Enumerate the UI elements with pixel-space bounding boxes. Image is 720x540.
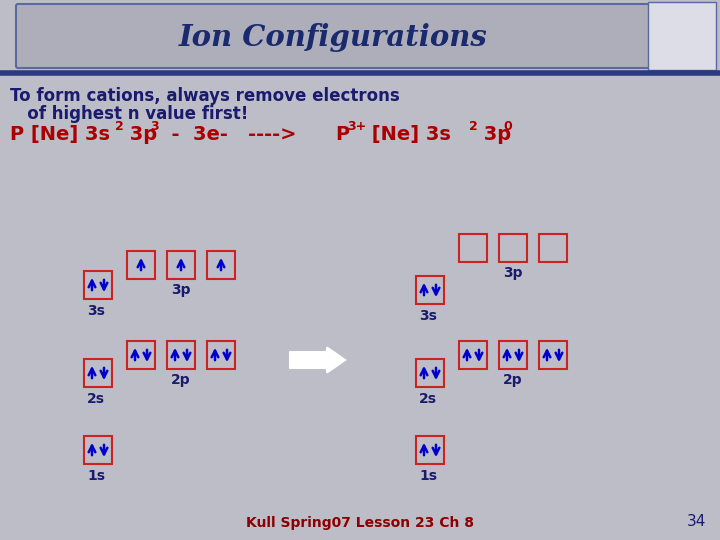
Text: 1s: 1s xyxy=(419,469,437,483)
Bar xyxy=(84,436,112,464)
Text: 2s: 2s xyxy=(87,392,105,406)
Bar xyxy=(539,341,567,369)
Text: 2p: 2p xyxy=(503,373,523,387)
Text: -  3e-   ---->: - 3e- ----> xyxy=(158,125,297,144)
Bar xyxy=(127,341,155,369)
Bar xyxy=(459,341,487,369)
Bar xyxy=(127,251,155,279)
FancyBboxPatch shape xyxy=(16,4,650,68)
Text: 3p: 3p xyxy=(503,266,523,280)
Text: Ion Configurations: Ion Configurations xyxy=(179,23,487,51)
Text: 3s: 3s xyxy=(419,309,437,323)
Text: Kull Spring07 Lesson 23 Ch 8: Kull Spring07 Lesson 23 Ch 8 xyxy=(246,516,474,530)
Bar xyxy=(499,234,527,262)
Bar xyxy=(416,276,444,304)
Bar xyxy=(459,234,487,262)
Bar xyxy=(499,341,527,369)
Bar xyxy=(648,2,716,70)
Text: 3s: 3s xyxy=(87,304,105,318)
Bar xyxy=(167,341,195,369)
Bar xyxy=(84,271,112,299)
FancyArrow shape xyxy=(290,348,345,373)
Bar xyxy=(167,251,195,279)
Bar xyxy=(416,359,444,387)
Text: 2: 2 xyxy=(469,120,478,133)
Text: of highest n value first!: of highest n value first! xyxy=(10,105,248,123)
Bar xyxy=(207,251,235,279)
Text: P: P xyxy=(335,125,349,144)
Bar xyxy=(207,341,235,369)
Bar xyxy=(539,234,567,262)
Text: 1s: 1s xyxy=(87,469,105,483)
Text: 3p: 3p xyxy=(171,283,191,297)
Text: 2: 2 xyxy=(115,120,124,133)
Text: 3p: 3p xyxy=(477,125,511,144)
Text: 3p: 3p xyxy=(123,125,157,144)
Text: 3: 3 xyxy=(150,120,158,133)
Text: 3+: 3+ xyxy=(347,120,366,133)
Text: 2s: 2s xyxy=(419,392,437,406)
Text: P [Ne] 3s: P [Ne] 3s xyxy=(10,125,110,144)
Bar xyxy=(416,436,444,464)
Text: 34: 34 xyxy=(686,514,706,529)
Bar xyxy=(84,359,112,387)
Text: [Ne] 3s: [Ne] 3s xyxy=(365,125,451,144)
Text: 2p: 2p xyxy=(171,373,191,387)
Text: 0: 0 xyxy=(503,120,512,133)
Text: To form cations, always remove electrons: To form cations, always remove electrons xyxy=(10,87,400,105)
